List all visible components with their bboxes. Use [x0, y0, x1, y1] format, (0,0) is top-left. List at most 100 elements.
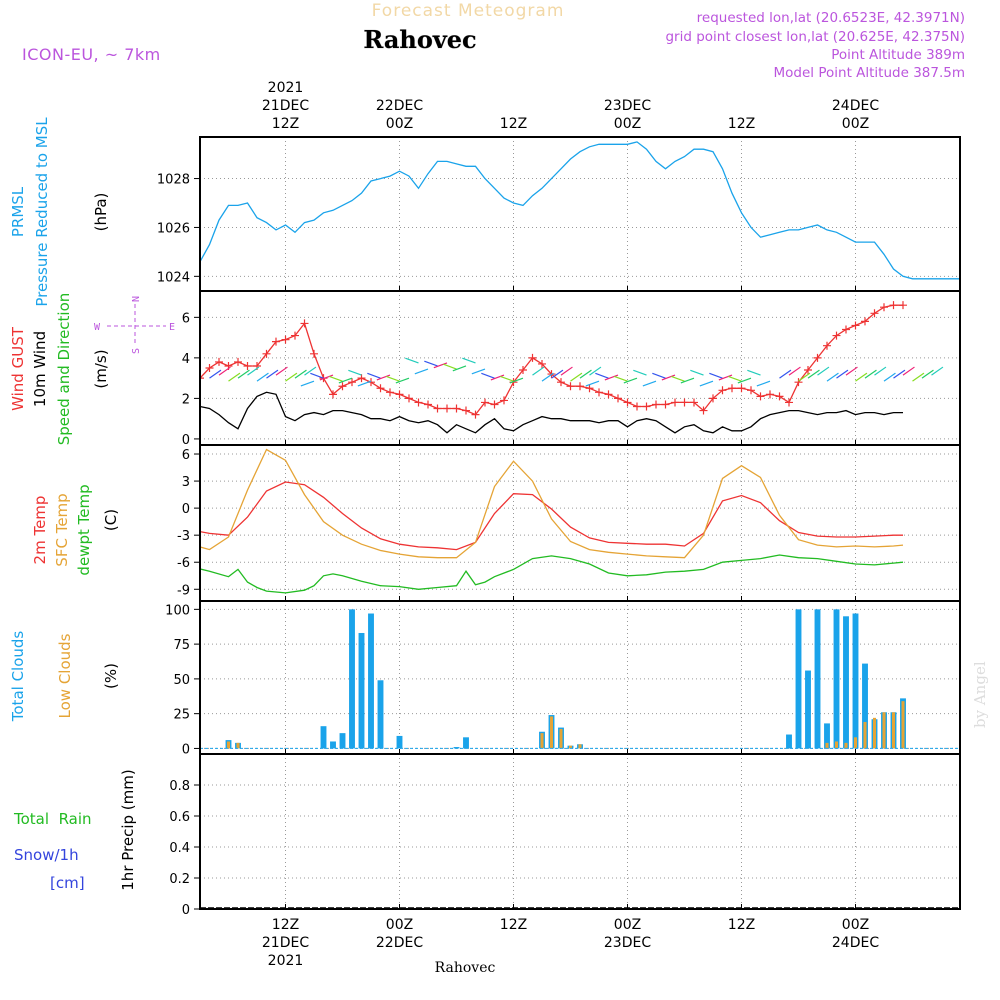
- wind-arrow: [551, 369, 564, 379]
- gust-marker: [595, 388, 603, 397]
- clouds-ytick-label: 25: [173, 708, 190, 723]
- cloud-bar-total-clouds: [396, 735, 403, 749]
- gust-marker: [386, 388, 394, 397]
- gust-marker: [462, 406, 470, 415]
- clouds-ytick-label: 50: [173, 673, 190, 688]
- wind-arrow: [756, 380, 771, 387]
- precipitation-ytick-label: 0.8: [169, 779, 190, 794]
- wind-panel-labels: Wind GUST 10m Wind Speed and Direction (…: [9, 293, 175, 446]
- gust-marker: [519, 366, 527, 375]
- cloud-bar-low-clouds: [834, 741, 839, 749]
- gust-marker: [794, 378, 803, 387]
- cloud-bar-total-clouds: [368, 613, 374, 749]
- wind-arrow: [807, 369, 820, 379]
- wind-arrow: [779, 369, 792, 379]
- bottom-axis-hour: 12Z: [728, 917, 755, 933]
- gust-marker: [832, 331, 841, 340]
- gust-marker: [699, 406, 708, 415]
- cloud-bar-low-clouds: [853, 737, 858, 749]
- wind-arrow: [579, 369, 592, 379]
- compass-south: S: [131, 348, 142, 354]
- gust-marker: [500, 396, 508, 405]
- cloud-bar-total-clouds: [843, 616, 849, 749]
- gust-marker: [272, 337, 280, 346]
- temperature-panel-labels: 2m Temp SFC Temp dewpt Temp (C): [31, 484, 120, 575]
- wind-arrow: [921, 369, 934, 379]
- cloud-bar-total-clouds: [349, 609, 355, 749]
- gust-marker: [490, 400, 499, 409]
- precipitation-frame: [199, 753, 961, 910]
- wind-arrow: [595, 372, 609, 379]
- cloud-label-low: Low Clouds: [56, 633, 74, 718]
- gust-marker: [348, 378, 356, 387]
- cloud-bar-total-clouds: [786, 734, 792, 749]
- wind-arrow: [329, 375, 343, 382]
- wind-arrow: [623, 377, 638, 384]
- compass-north: N: [131, 296, 142, 302]
- cloud-bar-low-clouds: [891, 712, 896, 749]
- top-axis-hour: 12Z: [500, 116, 527, 132]
- gust-marker: [433, 404, 442, 413]
- wind-arrow: [699, 380, 714, 387]
- bottom-time-axis: 12Z 21DEC 2021 00Z 22DEC 12Z 00Z 23DEC 12Z 00Z 24D…: [262, 917, 879, 969]
- gust-marker: [680, 398, 689, 407]
- precipitation-ytick-label: 0.6: [169, 810, 190, 825]
- wind-arrow: [424, 360, 438, 367]
- cloud-panel-labels: Total Clouds Low Clouds (%): [9, 631, 120, 723]
- pressure-plot-area: [200, 141, 960, 280]
- temp-label-dewpt: dewpt Temp: [75, 484, 93, 575]
- wind-arrow: [589, 366, 602, 376]
- wind-arrow: [902, 366, 915, 376]
- temperature-panel: -9 -6 -3 0 3 6: [177, 444, 961, 602]
- cloud-bar-total-clouds: [862, 663, 868, 749]
- gust-marker: [861, 317, 869, 326]
- wind-arrow: [433, 362, 448, 369]
- pressure-label-msl: Pressure Reduced to MSL: [33, 117, 51, 307]
- cloud-bar-total-clouds: [330, 741, 336, 749]
- gust-marker: [737, 384, 746, 393]
- wind-arrow: [633, 369, 647, 376]
- wind-arrow: [357, 380, 372, 387]
- wind-arrow: [348, 369, 362, 376]
- wind-label-direction: Speed and Direction: [55, 293, 73, 446]
- grid-point-coords: grid point closest lon,lat (20.625E, 42.…: [665, 29, 965, 45]
- temperature-ytick-label: -3: [177, 529, 190, 544]
- gust-marker: [205, 364, 214, 372]
- temperature-ytick-label: 0: [182, 502, 190, 517]
- gust-marker: [443, 404, 451, 413]
- top-axis-date: 22DEC: [376, 98, 423, 114]
- gust-marker: [291, 331, 299, 340]
- precip-label-cm: [cm]: [50, 874, 85, 892]
- wind-arrow: [294, 369, 307, 379]
- cloud-bar-low-clouds: [882, 712, 886, 749]
- wind-arrow: [304, 366, 317, 376]
- precipitation-ytick-label: 0: [182, 903, 190, 918]
- gust-marker: [870, 309, 879, 318]
- wind-arrows: [209, 357, 944, 387]
- precipitation-panel: 0 0.2 0.4 0.6 0.8: [169, 753, 961, 918]
- gust-marker: [168, 386, 176, 394]
- wind-arrow: [788, 366, 801, 376]
- wind-arrow: [386, 375, 400, 382]
- cloud-bar-low-clouds: [578, 744, 582, 749]
- wind-arrow: [817, 366, 830, 376]
- gust-marker: [576, 382, 584, 391]
- wind-arrow: [405, 357, 419, 364]
- wind-arrow: [275, 366, 288, 376]
- wind-arrow: [338, 377, 353, 384]
- gust-marker: [728, 384, 736, 393]
- temperature-ytick-label: 3: [182, 475, 190, 490]
- gust-marker: [187, 382, 195, 390]
- pressure-ytick-label: 1024: [157, 270, 190, 285]
- gust-marker: [452, 404, 461, 413]
- gust-marker: [880, 303, 888, 312]
- wind-arrow: [652, 372, 666, 379]
- gust-marker: [405, 394, 413, 403]
- cloud-bar-low-clouds: [549, 716, 554, 749]
- gust-marker: [424, 400, 432, 409]
- gust-marker: [357, 374, 366, 383]
- wind-arrow: [826, 372, 839, 382]
- bottom-axis-hour: 00Z: [614, 917, 641, 933]
- compass-rose: N S W E: [94, 296, 175, 354]
- precip-label-rain: Total Rain: [13, 810, 92, 828]
